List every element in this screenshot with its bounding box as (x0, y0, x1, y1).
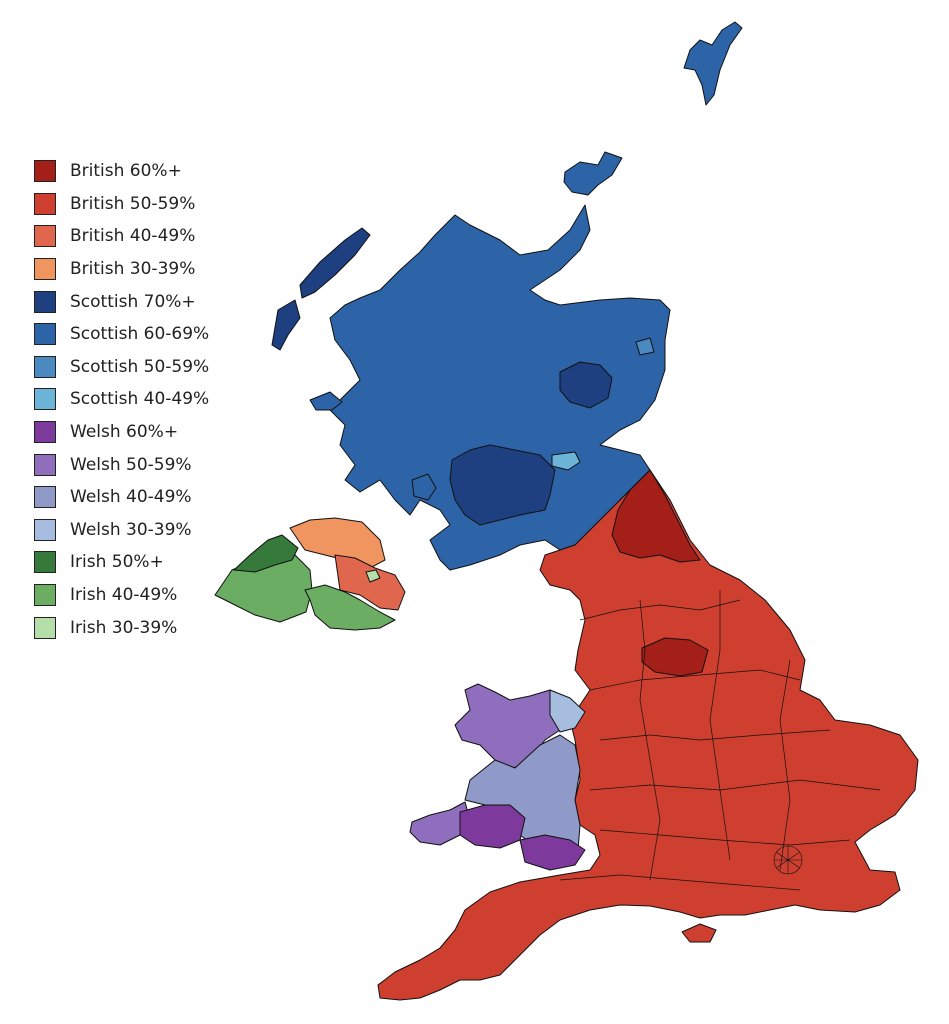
region-scotland-aberdeenshire (559, 361, 613, 409)
legend-item: British 50-59% (34, 188, 209, 221)
legend-label: British 50-59% (70, 193, 196, 214)
legend-label: British 60%+ (70, 161, 182, 182)
legend-label: Irish 50%+ (70, 552, 164, 573)
region-wales-north (454, 683, 576, 771)
legend-label: Scottish 40-49% (70, 389, 210, 410)
legend-label: Welsh 30-39% (70, 519, 192, 540)
legend-item: Welsh 50-59% (34, 448, 209, 481)
legend-label: British 30-39% (70, 259, 196, 280)
legend-label: British 40-49% (70, 226, 196, 247)
legend-swatch (34, 551, 56, 574)
england-internal-boundaries (559, 590, 881, 891)
legend-label: Welsh 50-59% (70, 454, 192, 475)
legend-item: Irish 40-49% (34, 579, 209, 612)
legend-swatch (34, 355, 56, 378)
legend-item: Scottish 70%+ (34, 285, 209, 318)
legend-swatch (34, 290, 56, 313)
region-scotland-aberdeen (635, 337, 655, 356)
region-ni-east (334, 554, 406, 611)
region-orkney (563, 151, 623, 196)
legend-label: Irish 40-49% (70, 585, 178, 606)
legend-swatch (34, 160, 56, 183)
legend-swatch (34, 192, 56, 215)
legend-item: Scottish 50-59% (34, 351, 209, 384)
legend-label: Scottish 60-69% (70, 324, 210, 345)
legend-item: British 60%+ (34, 155, 209, 188)
region-ni-north-east (289, 517, 386, 569)
legend-item: British 30-39% (34, 253, 209, 286)
legend-swatch (34, 323, 56, 346)
legend-swatch (34, 225, 56, 248)
region-ni-belfast (365, 569, 381, 583)
legend-item: Welsh 40-49% (34, 481, 209, 514)
legend-swatch (34, 518, 56, 541)
legend-item: Scottish 60-69% (34, 318, 209, 351)
legend-swatch (34, 258, 56, 281)
legend-item: Scottish 40-49% (34, 383, 209, 416)
region-wales-carmarthen (459, 804, 526, 849)
legend-label: Scottish 70%+ (70, 291, 196, 312)
legend-label: Irish 30-39% (70, 617, 178, 638)
region-north-yorkshire-moors (641, 637, 709, 677)
region-northumberland (611, 469, 701, 563)
region-shetland (683, 21, 743, 106)
region-wales-north-east (549, 689, 586, 733)
legend-item: Irish 50%+ (34, 546, 209, 579)
legend-label: Welsh 60%+ (70, 422, 179, 443)
legend-item: British 40-49% (34, 220, 209, 253)
region-scotland-main (309, 391, 437, 501)
region-scotland-edinburgh (551, 451, 581, 471)
legend-label: Welsh 40-49% (70, 487, 192, 508)
region-wales-valleys (519, 834, 586, 871)
legend-swatch (34, 421, 56, 444)
legend-swatch (34, 453, 56, 476)
region-ni-south (304, 584, 396, 631)
legend-swatch (34, 388, 56, 411)
region-scotland-central-belt (449, 444, 556, 526)
legend-swatch (34, 486, 56, 509)
legend-swatch (34, 584, 56, 607)
legend-swatch (34, 616, 56, 639)
legend-item: Welsh 30-39% (34, 514, 209, 547)
region-isle-of-wight (681, 923, 717, 943)
legend-item: Irish 30-39% (34, 611, 209, 644)
legend-label: Scottish 50-59% (70, 356, 210, 377)
london-boroughs (773, 845, 803, 875)
legend-item: Welsh 60%+ (34, 416, 209, 449)
map-legend: British 60%+ British 50-59% British 40-4… (34, 155, 209, 644)
region-ni-north-west (233, 534, 299, 573)
region-scotland-west-isles (271, 227, 371, 351)
